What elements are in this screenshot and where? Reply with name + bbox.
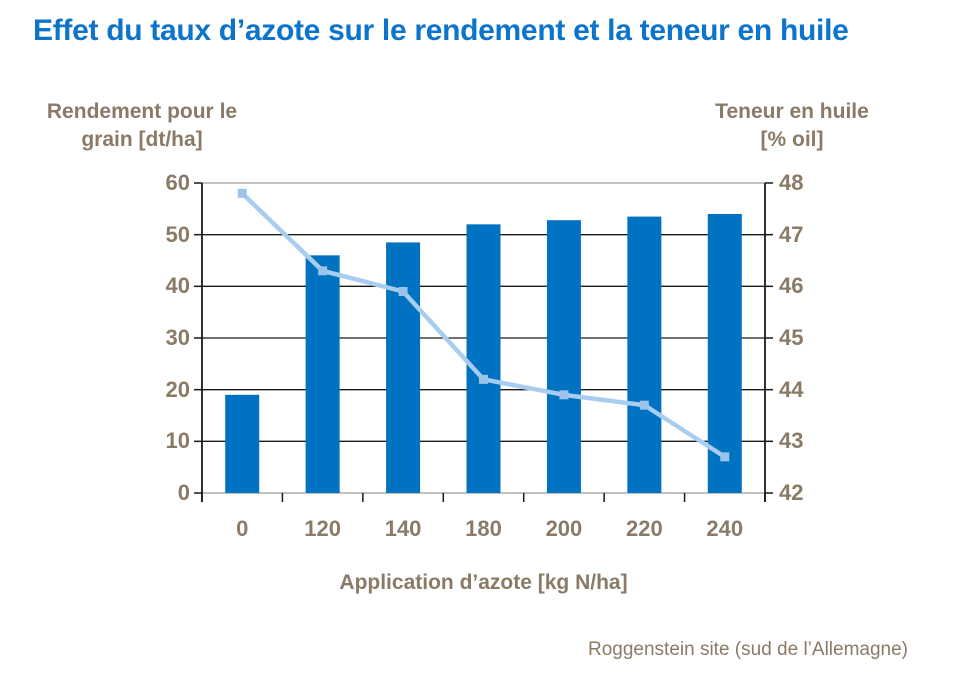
left-axis-label-20: 20 xyxy=(165,376,190,402)
x-axis-label-240: 240 xyxy=(706,516,744,541)
left-axis-label-40: 40 xyxy=(165,273,190,299)
line-marker-180 xyxy=(479,374,488,384)
right-axis-title: Teneur en huile [% oil] xyxy=(678,98,906,154)
line-marker-120 xyxy=(318,266,328,276)
bar-140 xyxy=(386,242,421,493)
line-marker-200 xyxy=(559,390,569,400)
left-axis-label-30: 30 xyxy=(165,325,190,350)
right-axis-label-44: 44 xyxy=(779,376,804,402)
right-axis-title-line1: Teneur en huile xyxy=(715,100,869,123)
x-axis-label-120: 120 xyxy=(304,516,341,541)
bar-240 xyxy=(707,214,742,493)
x-axis-label-180: 180 xyxy=(465,516,502,541)
left-axis-title: Rendement pour le grain [dt/ha] xyxy=(28,98,256,154)
right-axis-label-43: 43 xyxy=(779,428,804,454)
chart-title: Effet du taux d’azote sur le rendement e… xyxy=(33,14,849,47)
right-axis-title-line2: [% oil] xyxy=(760,128,824,151)
left-axis-title-line1: Rendement pour le xyxy=(46,100,238,123)
right-axis-label-47: 47 xyxy=(779,221,804,247)
line-marker-0 xyxy=(237,188,247,198)
bar-120 xyxy=(305,255,340,493)
bar-0 xyxy=(225,394,260,493)
line-marker-220 xyxy=(639,400,649,410)
left-axis-label-0: 0 xyxy=(177,480,190,505)
left-axis-label-50: 50 xyxy=(165,221,190,247)
line-marker-140 xyxy=(398,287,408,296)
left-axis-title-line2: grain [dt/ha] xyxy=(81,128,203,151)
left-axis-label-60: 60 xyxy=(165,170,190,195)
x-axis-title: Application d’azote [kg N/ha] xyxy=(339,571,628,594)
source-note: Roggenstein site (sud de l’Allemagne) xyxy=(587,639,908,660)
x-axis-label-200: 200 xyxy=(545,516,583,541)
bar-180 xyxy=(466,224,501,494)
right-axis-label-45: 45 xyxy=(779,325,804,350)
right-axis-label-48: 48 xyxy=(779,170,804,195)
right-axis-label-46: 46 xyxy=(779,273,804,299)
x-axis-label-140: 140 xyxy=(384,516,422,541)
x-axis-label-220: 220 xyxy=(625,516,663,541)
bar-200 xyxy=(546,220,581,493)
left-axis-label-10: 10 xyxy=(165,428,190,454)
x-axis-label-0: 0 xyxy=(236,516,249,541)
right-axis-label-42: 42 xyxy=(779,480,804,505)
bar-220 xyxy=(627,216,662,494)
line-marker-240 xyxy=(720,452,730,462)
